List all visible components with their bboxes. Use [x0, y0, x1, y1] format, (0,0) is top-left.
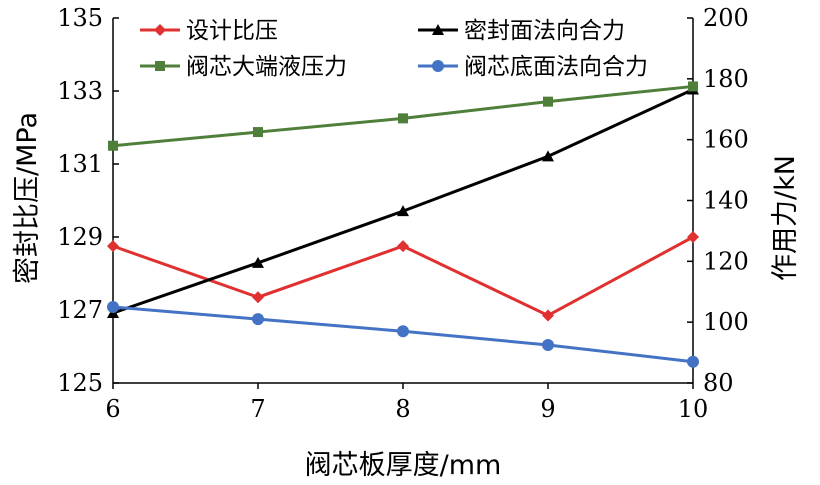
x-axis-title: 阀芯板厚度/mm [305, 450, 502, 481]
data-point [398, 113, 408, 124]
data-point [687, 231, 699, 243]
data-point [542, 150, 554, 162]
data-point [253, 127, 263, 138]
x-tick-label: 9 [540, 395, 555, 423]
data-point [252, 291, 264, 304]
legend-item: 阀芯底面法向合力 [418, 54, 648, 80]
y-right-tick-label: 200 [703, 4, 749, 32]
series-group [107, 81, 699, 368]
y-right-tick-label: 120 [703, 247, 749, 275]
y-right-tick-label: 100 [703, 308, 749, 336]
data-point [397, 325, 409, 338]
y-right-tick-label: 180 [703, 65, 749, 93]
y-left-tick-label: 125 [57, 369, 103, 397]
data-point [687, 355, 699, 368]
data-point [108, 140, 118, 151]
y-right-tick-label: 140 [703, 187, 749, 215]
legend-label: 阀芯大端液压力 [186, 54, 347, 80]
series-3 [107, 300, 699, 368]
series-2 [108, 81, 698, 151]
data-point [542, 309, 554, 322]
legend-item: 设计比压 [140, 18, 278, 44]
y-left-tick-label: 135 [57, 4, 103, 32]
data-point [543, 96, 553, 107]
legend-item: 密封面法向合力 [418, 18, 625, 44]
data-point [542, 338, 554, 351]
legend-label: 设计比压 [186, 18, 278, 44]
x-tick-label: 6 [105, 395, 120, 423]
data-point [107, 240, 119, 253]
data-point [688, 81, 698, 92]
y-right-tick-label: 80 [703, 369, 734, 397]
tick-labels: 6 7 8 9 10 125 127 129 131 133 135 80 100 120 140 160 18… [57, 4, 749, 423]
y-right-tick-label: 160 [703, 126, 749, 154]
axes [112, 17, 694, 389]
y-axis-left-title: 密封比压/MPa [12, 112, 43, 284]
legend-marker [432, 60, 444, 72]
legend-label: 密封面法向合力 [464, 18, 625, 44]
data-point [397, 205, 409, 217]
data-point [397, 240, 409, 253]
y-axis-right-title: 作用力/kN [770, 155, 801, 281]
data-point [107, 300, 119, 313]
y-left-tick-label: 129 [57, 223, 103, 251]
y-left-tick-label: 131 [57, 150, 103, 178]
x-tick-label: 7 [250, 395, 265, 423]
y-left-tick-label: 133 [57, 77, 103, 105]
legend-marker [155, 61, 165, 71]
data-point [252, 313, 264, 326]
x-tick-label: 10 [678, 395, 709, 423]
legend-label: 阀芯底面法向合力 [464, 54, 648, 80]
legend-item: 阀芯大端液压力 [140, 54, 347, 80]
legend-marker [432, 24, 444, 35]
x-tick-label: 8 [395, 395, 410, 423]
legend-marker [154, 24, 166, 36]
series-0 [107, 231, 699, 322]
data-point [252, 256, 264, 268]
y-left-tick-label: 127 [57, 296, 103, 324]
